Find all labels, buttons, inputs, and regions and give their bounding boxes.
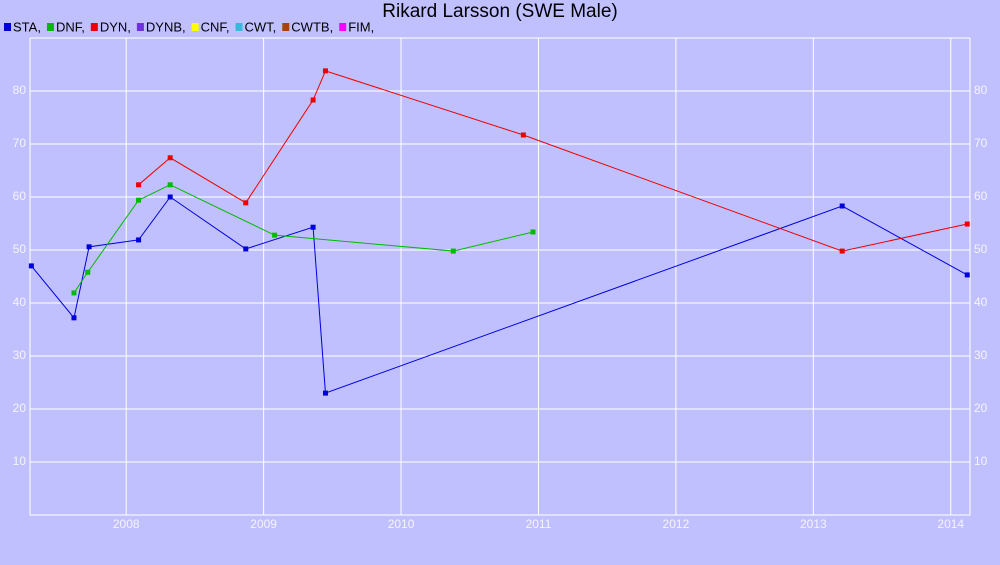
data-point xyxy=(136,197,142,203)
x-tick-label: 2010 xyxy=(388,517,415,531)
x-tick-label: 2009 xyxy=(250,517,277,531)
data-point xyxy=(86,244,92,250)
data-point xyxy=(136,182,142,188)
legend-swatch xyxy=(136,23,144,31)
data-point xyxy=(71,315,77,321)
plot-frame xyxy=(29,37,971,516)
data-point xyxy=(167,182,173,188)
legend-swatch xyxy=(191,23,199,31)
data-point xyxy=(85,269,91,275)
x-tick-label: 2014 xyxy=(937,517,964,531)
data-point xyxy=(71,290,77,296)
y-tick-label: 60 xyxy=(13,189,27,203)
data-point xyxy=(243,246,249,252)
data-point xyxy=(136,237,142,243)
y2-tick-label: 20 xyxy=(974,401,988,415)
legend-label: CWT, xyxy=(245,19,277,34)
legend-label: CWTB, xyxy=(291,19,333,34)
y-tick-label: 70 xyxy=(13,136,27,150)
y2-tick-label: 80 xyxy=(974,83,988,97)
legend-swatch xyxy=(46,23,54,31)
x-tick-label: 2013 xyxy=(800,517,827,531)
legend-label: FIM, xyxy=(348,19,374,34)
legend-label: STA, xyxy=(13,19,41,34)
y2-tick-label: 10 xyxy=(974,454,988,468)
data-point xyxy=(964,272,970,278)
legend-swatch xyxy=(282,23,290,31)
legend-label: DYNB, xyxy=(146,19,186,34)
data-point xyxy=(28,263,34,269)
data-point xyxy=(530,229,536,235)
legend-label: DNF, xyxy=(56,19,85,34)
series-line xyxy=(138,70,968,252)
y-tick-label: 50 xyxy=(13,242,27,256)
legend-label: CNF, xyxy=(201,19,230,34)
x-tick-label: 2012 xyxy=(663,517,690,531)
y2-tick-label: 30 xyxy=(974,348,988,362)
data-point xyxy=(520,132,526,138)
data-point xyxy=(272,232,278,238)
legend-swatch xyxy=(339,23,347,31)
data-point xyxy=(450,248,456,254)
y-tick-label: 30 xyxy=(13,348,27,362)
chart-title: Rikard Larsson (SWE Male) xyxy=(382,1,617,22)
legend-swatch xyxy=(235,23,243,31)
data-point xyxy=(322,390,328,396)
legend-swatch xyxy=(4,23,11,31)
y-tick-label: 20 xyxy=(13,401,27,415)
y-tick-label: 10 xyxy=(13,454,27,468)
y2-tick-label: 40 xyxy=(974,295,988,309)
y-tick-label: 80 xyxy=(13,83,27,97)
data-point xyxy=(167,155,173,161)
legend-swatch xyxy=(90,23,98,31)
x-tick-label: 2011 xyxy=(526,517,552,531)
data-point xyxy=(243,200,249,206)
legend-label: DYN, xyxy=(100,19,131,34)
y2-tick-label: 60 xyxy=(974,189,988,203)
data-point xyxy=(964,221,970,227)
y2-tick-label: 50 xyxy=(974,242,988,256)
data-point xyxy=(167,194,173,200)
y-tick-label: 40 xyxy=(13,295,27,309)
data-point xyxy=(322,68,328,74)
x-tick-label: 2008 xyxy=(113,517,140,531)
data-point xyxy=(310,97,316,103)
data-point xyxy=(839,203,845,209)
y2-tick-label: 70 xyxy=(974,136,988,150)
data-point xyxy=(839,248,845,254)
data-point xyxy=(310,224,316,230)
